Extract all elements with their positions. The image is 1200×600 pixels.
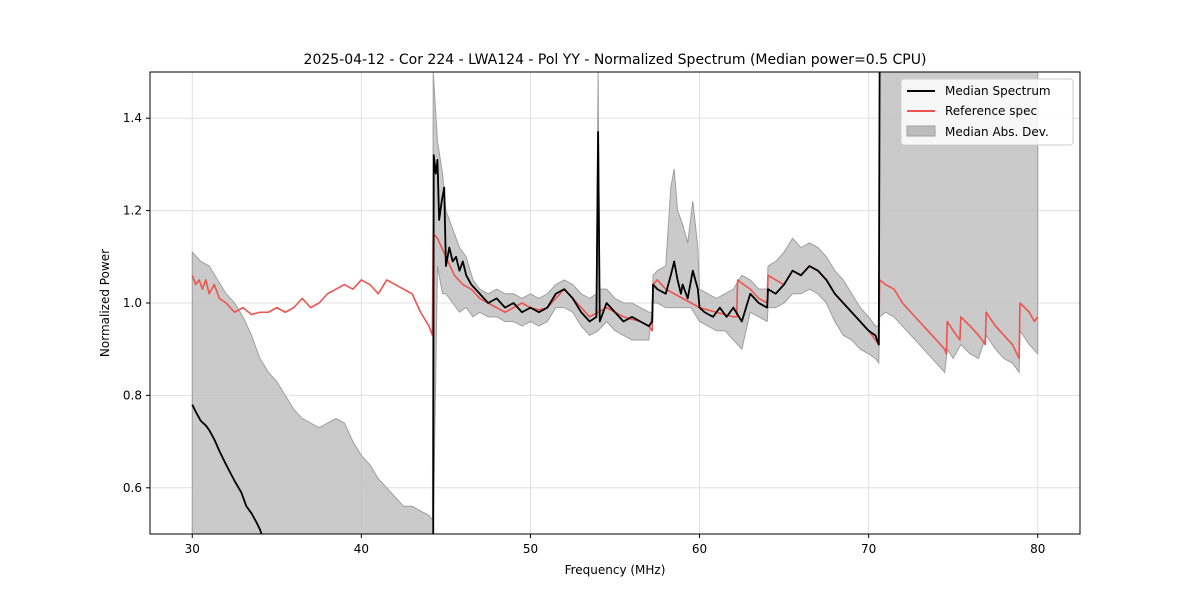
y-axis-label: Normalized Power (98, 249, 112, 357)
median-series-layer (191, 72, 881, 534)
x-tick-label: 30 (185, 542, 200, 556)
x-tick-label: 50 (523, 542, 538, 556)
y-axis-ticks: 0.6 0.8 1.0 1.2 1.4 (123, 111, 150, 495)
y-tick-label: 1.4 (123, 111, 142, 125)
mad-band-layer (191, 72, 1039, 534)
x-axis-label: Frequency (MHz) (565, 563, 666, 577)
legend-mad-swatch (906, 125, 936, 137)
y-tick-label: 0.8 (123, 388, 142, 402)
y-tick-label: 1.0 (123, 296, 142, 310)
x-axis-ticks: 30 40 50 60 70 80 (185, 534, 1045, 556)
legend-reference-label: Reference spec (945, 104, 1037, 118)
legend-box (900, 78, 1074, 146)
mad-band-area (191, 72, 1039, 534)
x-tick-label: 60 (692, 542, 707, 556)
chart-title: 2025-04-12 - Cor 224 - LWA124 - Pol YY -… (304, 52, 927, 68)
legend: Median Spectrum Reference spec Median Ab… (900, 78, 1074, 146)
x-tick-label: 70 (861, 542, 876, 556)
x-tick-label: 40 (354, 542, 369, 556)
y-tick-label: 0.6 (123, 481, 142, 495)
y-tick-label: 1.2 (123, 204, 142, 218)
legend-median-label: Median Spectrum (945, 84, 1051, 98)
x-tick-label: 80 (1030, 542, 1045, 556)
median-spectrum-line (191, 72, 881, 534)
legend-mad-label: Median Abs. Dev. (945, 125, 1049, 139)
